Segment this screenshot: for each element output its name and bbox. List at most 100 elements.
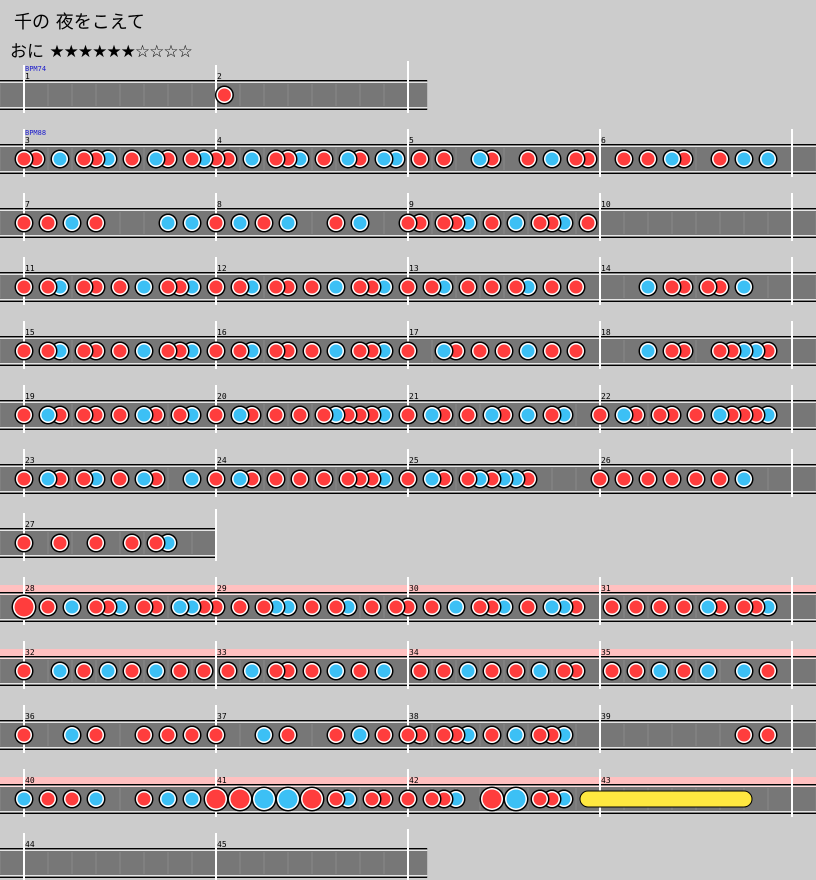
don-note: [485, 280, 499, 294]
don-note: [173, 408, 187, 422]
ka-note: [341, 152, 355, 166]
don-note: [437, 728, 451, 742]
don-note: [413, 664, 427, 678]
don-note: [425, 600, 439, 614]
ka-note: [485, 408, 499, 422]
don-note: [217, 88, 231, 102]
ka-note: [701, 664, 715, 678]
bpm-marker: BPM88: [25, 129, 46, 137]
drumroll-note: [579, 790, 753, 808]
lane: [0, 851, 428, 875]
don-note: [713, 472, 727, 486]
don-note: [89, 216, 103, 230]
ka-note: [761, 152, 775, 166]
don-note: [209, 216, 223, 230]
ka-note: [521, 344, 535, 358]
don-note: [677, 600, 691, 614]
don-note: [545, 344, 559, 358]
difficulty-stars: ★★★★★★☆☆☆☆: [49, 42, 192, 62]
ka-note: [281, 216, 295, 230]
ka-note: [377, 664, 391, 678]
don-note: [161, 344, 175, 358]
ka-note: [521, 408, 535, 422]
don-note: [269, 664, 283, 678]
don-note: [617, 472, 631, 486]
measure-number: 39: [601, 712, 611, 721]
don-note: [593, 472, 607, 486]
don-note: [305, 280, 319, 294]
ka-note: [245, 152, 259, 166]
lane: [0, 531, 216, 555]
don-note: [125, 536, 139, 550]
ka-note: [329, 664, 343, 678]
ka-note: [329, 280, 343, 294]
ka-note: [17, 792, 31, 806]
ka-note: [149, 152, 163, 166]
don-note: [713, 344, 727, 358]
don-note: [125, 664, 139, 678]
don-note: [77, 664, 91, 678]
don-note: [269, 408, 283, 422]
don-note: [737, 600, 751, 614]
don-note: [17, 472, 31, 486]
don-note: [257, 216, 271, 230]
don-note: [497, 344, 511, 358]
measure-number: 20: [217, 392, 227, 401]
measure-number: 14: [601, 264, 611, 273]
don-note: [269, 472, 283, 486]
ka-note: [233, 472, 247, 486]
measure-number: 19: [25, 392, 35, 401]
ka-note: [161, 792, 175, 806]
don-note: [605, 600, 619, 614]
don-note: [401, 408, 415, 422]
don-note: [17, 408, 31, 422]
don-note: [269, 344, 283, 358]
ka-note: [461, 664, 475, 678]
don-note: [545, 280, 559, 294]
ka-note: [149, 664, 163, 678]
don-note: [473, 344, 487, 358]
ka-note: [353, 216, 367, 230]
ka-note: [185, 216, 199, 230]
don-note: [341, 472, 355, 486]
big-don-note: [482, 789, 502, 809]
measure-number: 16: [217, 328, 227, 337]
measure-number: 13: [409, 264, 419, 273]
don-note: [701, 280, 715, 294]
ka-note: [653, 664, 667, 678]
ka-note: [617, 408, 631, 422]
big-ka-note: [506, 789, 526, 809]
ka-note: [53, 152, 67, 166]
ka-note: [425, 472, 439, 486]
don-note: [209, 408, 223, 422]
don-note: [89, 600, 103, 614]
don-note: [533, 216, 547, 230]
don-note: [353, 344, 367, 358]
don-note: [485, 728, 499, 742]
measure-number: 37: [217, 712, 227, 721]
don-note: [629, 600, 643, 614]
don-note: [209, 728, 223, 742]
measure-number: 8: [217, 200, 222, 209]
don-note: [305, 664, 319, 678]
ka-note: [89, 792, 103, 806]
don-note: [125, 152, 139, 166]
don-note: [17, 536, 31, 550]
don-note: [233, 280, 247, 294]
don-note: [401, 472, 415, 486]
big-ka-note: [254, 789, 274, 809]
ka-note: [377, 152, 391, 166]
ka-note: [245, 664, 259, 678]
don-note: [173, 664, 187, 678]
don-note: [521, 152, 535, 166]
measure-number: 35: [601, 648, 611, 657]
don-note: [77, 344, 91, 358]
ka-note: [353, 728, 367, 742]
ka-note: [65, 600, 79, 614]
big-don-note: [230, 789, 250, 809]
don-note: [605, 664, 619, 678]
don-note: [317, 152, 331, 166]
ka-note: [545, 600, 559, 614]
measure-number: 25: [409, 456, 419, 465]
measure-number: 5: [409, 136, 414, 145]
